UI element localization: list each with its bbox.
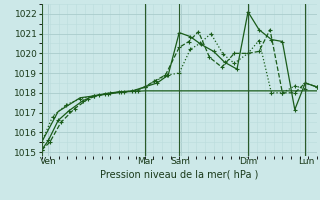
X-axis label: Pression niveau de la mer( hPa ): Pression niveau de la mer( hPa ) (100, 169, 258, 179)
